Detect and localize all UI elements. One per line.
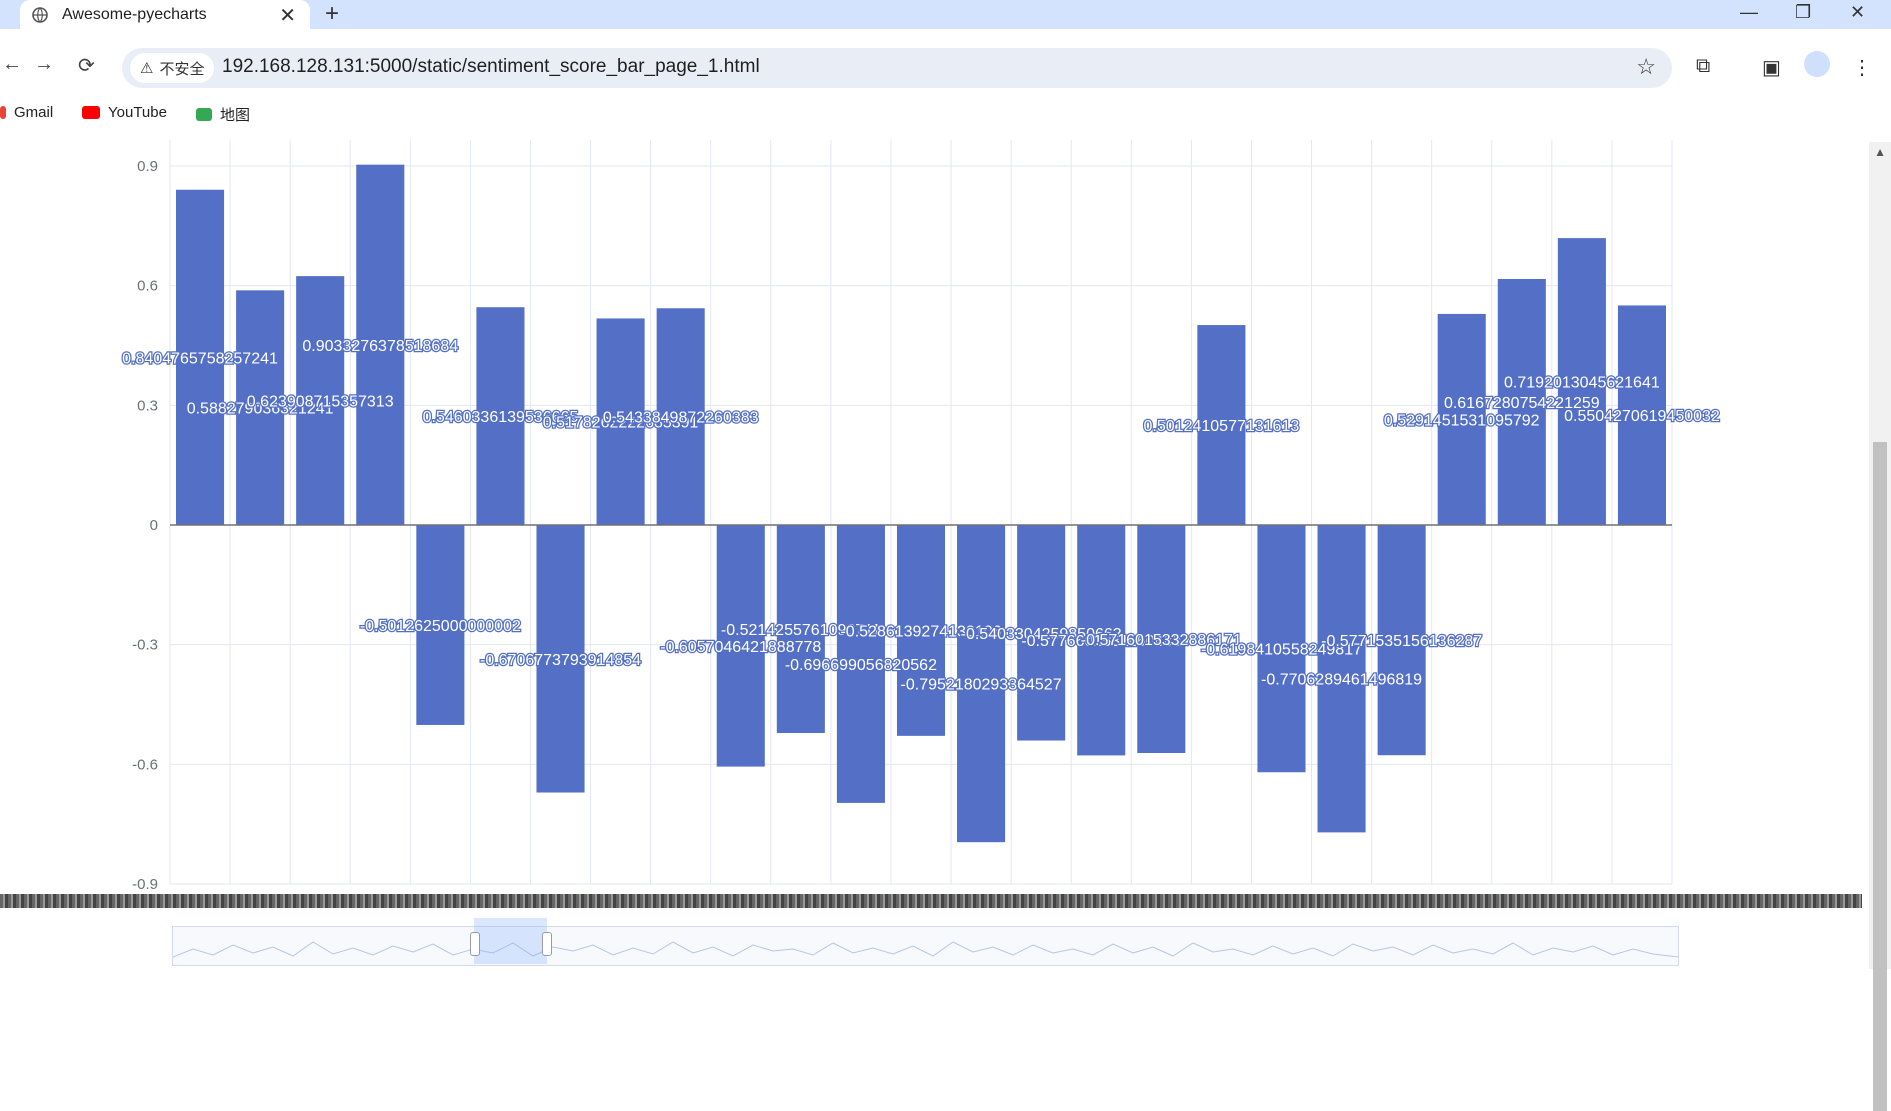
bar: [1137, 525, 1186, 754]
security-chip[interactable]: ⚠ 不安全: [130, 53, 215, 83]
maximize-icon[interactable]: ❐: [1795, 2, 1812, 22]
bar-value-label: -0.5214255761090711: [721, 622, 881, 639]
bar: [957, 525, 1006, 843]
bar-value-label: -0.6198410558249817: [1201, 642, 1362, 659]
forward-icon[interactable]: →: [34, 53, 54, 75]
bar: [896, 525, 946, 736]
maps-icon: [196, 108, 212, 121]
bar: [596, 318, 645, 525]
bar: [1197, 325, 1246, 525]
back-icon[interactable]: ←: [2, 53, 22, 75]
gmail-icon: [0, 106, 6, 119]
window-close-icon[interactable]: ✕: [1850, 2, 1866, 22]
youtube-icon: [82, 106, 100, 119]
warning-icon: ⚠: [140, 60, 154, 77]
extensions-icon[interactable]: ⧉: [1696, 55, 1711, 77]
bar: [1077, 525, 1126, 756]
y-tick-label: 0: [150, 517, 158, 534]
y-tick-label: -0.6: [132, 756, 158, 773]
y-tick-label: 0.6: [137, 278, 158, 295]
bar-value-label: -0.6706773793914854: [480, 652, 641, 669]
overlapping-x-axis-labels: [0, 894, 1862, 908]
bar: [296, 276, 345, 525]
bar-value-label: -0.7706289461496819: [1261, 672, 1422, 689]
datazoom-handle-right[interactable]: [542, 932, 552, 956]
bar: [1497, 278, 1546, 525]
bookmark-label: 地图: [220, 107, 251, 124]
bar-value-label: -0.5012625000000002: [360, 618, 521, 635]
new-tab-button[interactable]: +: [325, 0, 340, 27]
globe-icon: [32, 6, 48, 23]
bar: [716, 525, 765, 767]
bar: [1317, 525, 1366, 833]
menu-icon[interactable]: ⋮: [1852, 57, 1872, 79]
datazoom-preview: [172, 941, 1679, 958]
bar-value-label: -0.5403304259850663: [961, 626, 1122, 643]
bar-value-label: 0.7192013045621641: [1504, 375, 1660, 392]
scroll-up-icon[interactable]: ▲: [1874, 145, 1886, 159]
bar-value-label: 0.6167280754221259: [1444, 395, 1600, 412]
y-tick-label: -0.3: [132, 637, 158, 654]
bookmark-label: Gmail: [14, 104, 54, 121]
address-bar[interactable]: ⚠ 不安全 192.168.128.131:5000/static/sentim…: [122, 48, 1672, 88]
bar: [416, 525, 465, 725]
bar-value-label: 0.5291451531095792: [1384, 412, 1540, 429]
tab-title: Awesome-pyecharts: [62, 5, 207, 23]
bar: [1557, 238, 1606, 525]
bar: [536, 525, 585, 793]
url-text[interactable]: 192.168.128.131:5000/static/sentiment_sc…: [222, 56, 760, 77]
bookmark-youtube[interactable]: YouTube: [82, 104, 167, 121]
bar: [836, 525, 885, 803]
scroll-thumb[interactable]: [1873, 442, 1887, 1111]
security-label: 不安全: [159, 60, 205, 78]
bar-value-label: -0.5286139274130106: [840, 623, 1001, 640]
bar: [476, 307, 525, 525]
toolbar: ← → ⟳ ⚠ 不安全 192.168.128.131:5000/static/…: [0, 29, 1891, 108]
bar: [776, 525, 825, 733]
tab-active[interactable]: Awesome-pyecharts ✕: [20, 0, 310, 29]
datazoom-selection[interactable]: [474, 918, 547, 964]
bar-value-label: 0.8404765758257241: [122, 350, 278, 367]
bookmark-gmail[interactable]: Gmail: [0, 104, 53, 121]
reload-icon[interactable]: ⟳: [78, 55, 95, 77]
minimize-icon[interactable]: —: [1740, 2, 1758, 22]
datazoom-handle-left[interactable]: [470, 932, 480, 956]
bar-value-label: 0.5504270619450032: [1564, 408, 1720, 425]
bar-value-label: 0.623908715357313: [247, 394, 394, 411]
datazoom-slider[interactable]: [172, 926, 1679, 966]
bar-value-label: 0.5460336139536665: [423, 409, 579, 426]
bar-value-label: 0.9033276378518684: [302, 338, 458, 355]
tab-strip: Awesome-pyecharts ✕ + — ❐ ✕: [0, 0, 1891, 29]
tab-close-icon[interactable]: ✕: [279, 5, 296, 27]
bookmark-maps[interactable]: 地图: [196, 104, 250, 125]
bar-value-label: -0.6057046421888778: [660, 639, 821, 656]
bar-value-label: 0.588279036321241: [187, 401, 334, 418]
bar: [1257, 525, 1306, 773]
y-tick-label: 0.9: [137, 158, 158, 175]
bar: [236, 290, 285, 525]
bar-chart: 0.9 0.6 0.3 0 -0.3 -0.6 -0.9 0.8404765758257241…: [121, 140, 1721, 893]
bar-value-label: 0.5433849872260383: [603, 410, 759, 427]
bar: [176, 189, 225, 525]
page-scrollbar[interactable]: [1869, 142, 1891, 1111]
bar: [1437, 313, 1486, 525]
bar-value-label: -0.5771535156136287: [1321, 633, 1482, 650]
bar-value-label: -0.5716015332886171: [1081, 632, 1242, 649]
side-panel-icon[interactable]: ▣: [1762, 57, 1781, 79]
bar-value-label: -0.696699056820562: [785, 657, 937, 674]
bar-value-label: 0.5012410577131613: [1144, 418, 1300, 435]
bar: [356, 164, 405, 525]
bar: [1017, 525, 1066, 741]
profile-avatar-icon[interactable]: [1804, 51, 1830, 77]
y-tick-label: -0.9: [132, 876, 158, 893]
bookmark-label: YouTube: [108, 104, 167, 121]
bar-value-label: -0.5776601531160483: [1021, 633, 1181, 650]
bar-value-label: -0.7952180293364527: [901, 677, 1062, 694]
bar: [656, 308, 705, 525]
bar: [1617, 305, 1666, 525]
bookmark-star-icon[interactable]: ☆: [1636, 54, 1656, 79]
bar: [1377, 525, 1426, 756]
y-tick-label: 0.3: [137, 397, 158, 414]
bar-value-label: 0.5178262222685391: [543, 415, 699, 432]
